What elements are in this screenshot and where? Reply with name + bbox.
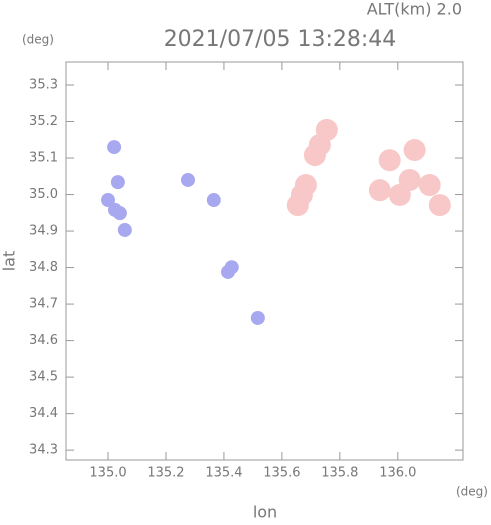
echo-point (107, 140, 122, 155)
echo-point (206, 193, 221, 208)
echo-point (101, 193, 116, 208)
echo-point (403, 138, 426, 161)
echo-point (428, 194, 451, 217)
y-tick-label: 35.1 (29, 151, 58, 166)
x-axis-label: lon (253, 503, 277, 522)
echo-point (110, 175, 125, 190)
echo-point (180, 172, 195, 187)
y-unit: (deg) (22, 33, 54, 47)
x-tick-label: 136.0 (379, 466, 416, 481)
y-tick-label: 34.4 (29, 406, 58, 421)
echo-point (368, 179, 391, 202)
x-tick-label: 135.0 (89, 466, 126, 481)
x-unit: (deg) (456, 485, 488, 499)
y-tick-label: 34.7 (29, 297, 58, 312)
echo-point (315, 118, 338, 141)
plot-frame (65, 61, 464, 461)
echo-point (294, 174, 317, 197)
x-tick-label: 135.4 (205, 466, 242, 481)
y-tick-label: 34.6 (29, 333, 58, 348)
echo-point (250, 310, 265, 325)
echo-point (220, 264, 235, 279)
echo-point (303, 144, 326, 167)
y-tick-label: 34.9 (29, 224, 58, 239)
y-tick-label: 35.2 (29, 114, 58, 129)
chart-title: 2021/07/05 13:28:44 (164, 27, 397, 52)
plot-marks (101, 118, 451, 325)
y-tick-label: 34.8 (29, 260, 58, 275)
echo-point (378, 149, 401, 172)
x-tick-label: 135.6 (263, 466, 300, 481)
y-tick-label: 35.0 (29, 187, 58, 202)
echo-point (112, 206, 127, 221)
x-tick-label: 135.8 (321, 466, 358, 481)
x-tick-label: 135.2 (147, 466, 184, 481)
y-tick-label: 34.3 (29, 443, 58, 458)
echo-point (286, 194, 309, 217)
y-tick-label: 34.5 (29, 370, 58, 385)
y-tick-label: 35.3 (29, 78, 58, 93)
echo-point (388, 183, 411, 206)
echo-point (117, 222, 132, 237)
subtitle: ALT(km) 2.0 (367, 0, 462, 19)
echo-point (418, 174, 441, 197)
y-axis-label: lat (0, 251, 19, 272)
